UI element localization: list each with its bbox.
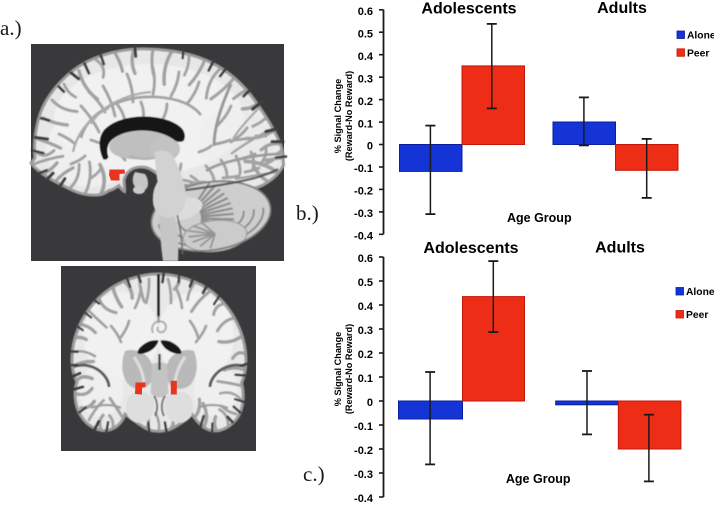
svg-text:0.3: 0.3: [358, 325, 373, 337]
svg-text:Age Group: Age Group: [506, 472, 571, 486]
svg-text:% Signal Change: % Signal Change: [333, 79, 343, 154]
svg-text:c.): c.): [303, 462, 325, 486]
svg-text:Adults: Adults: [595, 240, 645, 257]
svg-text:b.): b.): [296, 201, 319, 225]
svg-text:Age Group: Age Group: [507, 211, 572, 225]
svg-text:Adults: Adults: [597, 0, 647, 17]
svg-text:-0.3: -0.3: [354, 469, 373, 481]
svg-text:0.6: 0.6: [358, 6, 373, 18]
svg-text:0.5: 0.5: [358, 29, 373, 41]
svg-text:0.4: 0.4: [358, 51, 374, 63]
svg-text:0.5: 0.5: [358, 277, 373, 289]
svg-text:Alone: Alone: [687, 31, 714, 42]
svg-text:-0.2: -0.2: [354, 186, 373, 198]
svg-text:0.2: 0.2: [358, 349, 373, 361]
svg-text:0.6: 0.6: [358, 253, 373, 265]
svg-text:0.4: 0.4: [358, 301, 374, 313]
svg-text:-0.1: -0.1: [354, 421, 373, 433]
svg-text:Adolescents: Adolescents: [421, 1, 516, 18]
svg-text:0.1: 0.1: [358, 118, 373, 130]
svg-text:Alone: Alone: [686, 287, 714, 298]
svg-text:0: 0: [367, 141, 373, 153]
svg-text:0.2: 0.2: [358, 96, 373, 108]
svg-text:Peer: Peer: [687, 48, 709, 59]
svg-text:a.): a.): [0, 16, 22, 40]
svg-text:-0.3: -0.3: [354, 208, 373, 220]
svg-text:-0.4: -0.4: [354, 493, 374, 505]
svg-text:-0.2: -0.2: [354, 445, 373, 457]
svg-text:% Signal Change: % Signal Change: [333, 332, 343, 407]
svg-text:(Reward-No Reward): (Reward-No Reward): [344, 324, 354, 414]
svg-text:-0.4: -0.4: [354, 231, 374, 243]
svg-text:(Reward-No Reward): (Reward-No Reward): [344, 71, 354, 161]
svg-text:-0.1: -0.1: [354, 163, 373, 175]
svg-text:0.3: 0.3: [358, 73, 373, 85]
svg-text:Adolescents: Adolescents: [423, 240, 518, 257]
svg-text:0: 0: [367, 397, 373, 409]
svg-text:Peer: Peer: [686, 310, 708, 321]
svg-text:0.1: 0.1: [358, 373, 373, 385]
